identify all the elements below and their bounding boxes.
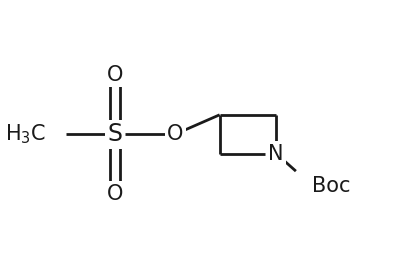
Text: Boc: Boc <box>312 176 351 196</box>
Text: N: N <box>268 143 284 164</box>
Text: O: O <box>167 124 183 144</box>
Text: O: O <box>107 65 123 85</box>
Text: O: O <box>107 183 123 204</box>
Text: H$_3$C: H$_3$C <box>5 122 46 146</box>
Text: S: S <box>107 122 123 146</box>
